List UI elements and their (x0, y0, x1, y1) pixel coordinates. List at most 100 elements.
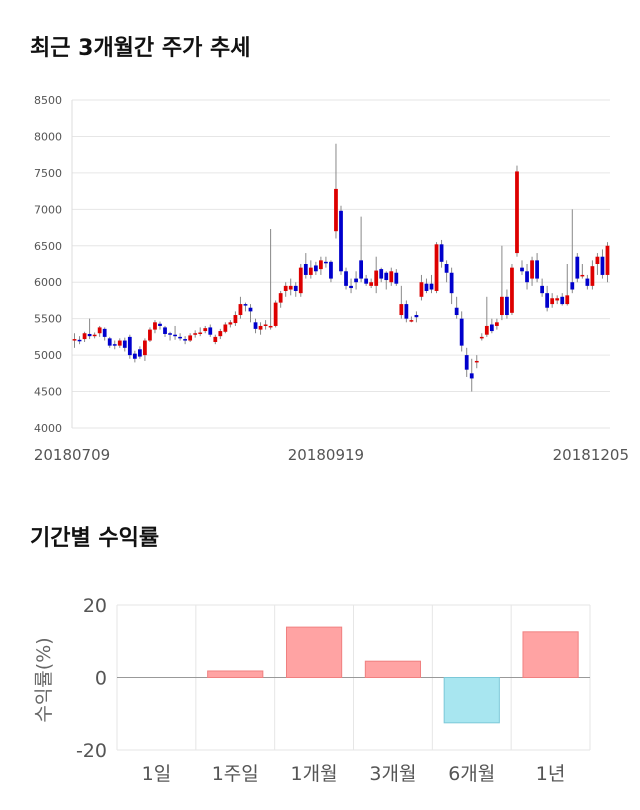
candle (334, 143, 338, 239)
candle-body (87, 333, 92, 337)
candle (575, 253, 580, 283)
candle-body (238, 304, 243, 316)
candle (253, 318, 258, 334)
candle (585, 274, 590, 290)
candle (208, 324, 213, 337)
candle-body (288, 285, 293, 290)
candle (600, 249, 605, 279)
candle (293, 282, 298, 297)
candle (550, 293, 555, 308)
candle (560, 293, 565, 306)
candle-y-tick-label: 6000 (34, 276, 62, 289)
candle-body (293, 285, 298, 291)
candle (198, 327, 203, 337)
candle-body (449, 272, 454, 294)
candle (127, 334, 132, 359)
candle-y-tick-label: 6500 (34, 240, 62, 253)
candle-series (72, 143, 610, 392)
candle (107, 336, 112, 348)
bar-y-axis-label: 수익률(%) (33, 637, 55, 722)
candle (178, 333, 182, 341)
candle-body (344, 271, 348, 286)
bar-x-tick-label: 1년 (536, 763, 566, 785)
bar-x-tick-label: 6개월 (448, 763, 495, 785)
candle (580, 264, 585, 279)
candle (545, 285, 550, 312)
candle-y-tick-label: 5500 (34, 313, 62, 326)
candle (359, 216, 363, 283)
candle-body (429, 283, 434, 290)
candle-body (575, 256, 580, 279)
candle-body (384, 272, 389, 281)
candle (183, 336, 188, 345)
candle (555, 295, 560, 305)
bar-y-tick-label: -20 (76, 740, 107, 762)
candle-body (122, 340, 127, 348)
candle (394, 269, 399, 286)
candle-body (339, 210, 343, 272)
candle (278, 290, 283, 308)
candle (530, 256, 534, 286)
candle-body (580, 274, 585, 277)
candle-body (560, 296, 565, 305)
candle-y-tick-label: 7500 (34, 167, 62, 180)
candle-body (520, 267, 524, 272)
candle (409, 316, 414, 323)
candle-y-tick-label: 4500 (34, 386, 62, 399)
candle-body (193, 333, 198, 335)
candle (329, 260, 333, 283)
candle (424, 278, 429, 294)
candle-body (243, 304, 248, 306)
candle-body (223, 324, 228, 332)
candle (92, 332, 97, 339)
candle (404, 300, 409, 323)
candle (389, 267, 394, 286)
candle-body (479, 336, 484, 339)
candle (268, 229, 273, 330)
candle-body (505, 296, 509, 316)
candle (384, 271, 389, 290)
bar-grid (116, 604, 591, 751)
candle (173, 325, 177, 340)
candle-body (268, 325, 273, 328)
candle-body (308, 267, 313, 275)
candle (469, 358, 474, 392)
candle (158, 321, 162, 330)
candle (565, 264, 570, 306)
candle-body (77, 339, 82, 342)
candle (283, 282, 288, 297)
candle-y-tick-label: 4000 (34, 422, 62, 435)
candle (87, 318, 92, 340)
candle (82, 331, 87, 342)
candle (117, 338, 122, 348)
bar (285, 626, 343, 678)
candle-body (263, 324, 268, 326)
candle-body (203, 328, 208, 332)
candle-body (173, 334, 177, 337)
candle (344, 267, 348, 290)
candle (494, 318, 499, 330)
candle-body (484, 325, 489, 335)
bar-x-tick-label: 1일 (142, 763, 172, 785)
candle-body (545, 293, 550, 308)
candle (520, 260, 524, 275)
bar (522, 631, 579, 678)
candle (364, 274, 369, 286)
bar-x-tick-label: 3개월 (369, 763, 416, 785)
candle-body (439, 244, 444, 262)
candle-body (494, 322, 499, 326)
candle (474, 355, 479, 369)
candle (263, 320, 268, 330)
candle-body (489, 324, 494, 332)
candle-body (178, 336, 182, 339)
candle (414, 311, 419, 323)
candle (444, 260, 449, 283)
candle-body (92, 334, 97, 337)
candle-body (354, 278, 358, 283)
candle (168, 331, 172, 341)
returns-bar-chart: -20 0 20 1일 1주일 1개월 3개월 6개월 1년 수익률(%) (33, 595, 591, 785)
candle (319, 256, 323, 275)
candle-body (158, 323, 162, 326)
candle-body (273, 302, 278, 326)
candle (273, 300, 278, 328)
